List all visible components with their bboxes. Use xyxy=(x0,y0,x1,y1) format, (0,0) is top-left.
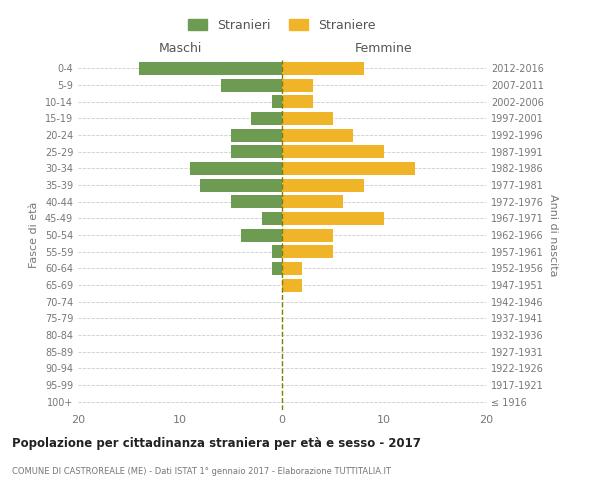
Bar xyxy=(251,112,282,125)
Bar xyxy=(282,145,384,158)
Bar xyxy=(282,62,364,75)
Bar xyxy=(272,245,282,258)
Bar xyxy=(139,62,282,75)
Y-axis label: Anni di nascita: Anni di nascita xyxy=(548,194,557,276)
Bar xyxy=(282,78,313,92)
Bar xyxy=(231,128,282,141)
Bar xyxy=(282,112,333,125)
Text: Popolazione per cittadinanza straniera per età e sesso - 2017: Popolazione per cittadinanza straniera p… xyxy=(12,438,421,450)
Y-axis label: Fasce di età: Fasce di età xyxy=(29,202,39,268)
Bar xyxy=(282,278,302,291)
Text: COMUNE DI CASTROREALE (ME) - Dati ISTAT 1° gennaio 2017 - Elaborazione TUTTITALI: COMUNE DI CASTROREALE (ME) - Dati ISTAT … xyxy=(12,468,391,476)
Bar xyxy=(282,162,415,175)
Bar xyxy=(272,262,282,275)
Bar xyxy=(282,245,333,258)
Bar xyxy=(272,95,282,108)
Bar xyxy=(231,195,282,208)
Bar xyxy=(282,128,353,141)
Bar xyxy=(200,178,282,192)
Text: Maschi: Maschi xyxy=(158,42,202,55)
Bar xyxy=(221,78,282,92)
Text: Femmine: Femmine xyxy=(355,42,413,55)
Bar xyxy=(282,95,313,108)
Bar xyxy=(282,262,302,275)
Bar xyxy=(282,212,384,225)
Bar xyxy=(282,195,343,208)
Bar xyxy=(282,228,333,241)
Bar xyxy=(282,178,364,192)
Bar xyxy=(241,228,282,241)
Bar xyxy=(262,212,282,225)
Bar xyxy=(190,162,282,175)
Legend: Stranieri, Straniere: Stranieri, Straniere xyxy=(184,14,380,37)
Bar xyxy=(231,145,282,158)
